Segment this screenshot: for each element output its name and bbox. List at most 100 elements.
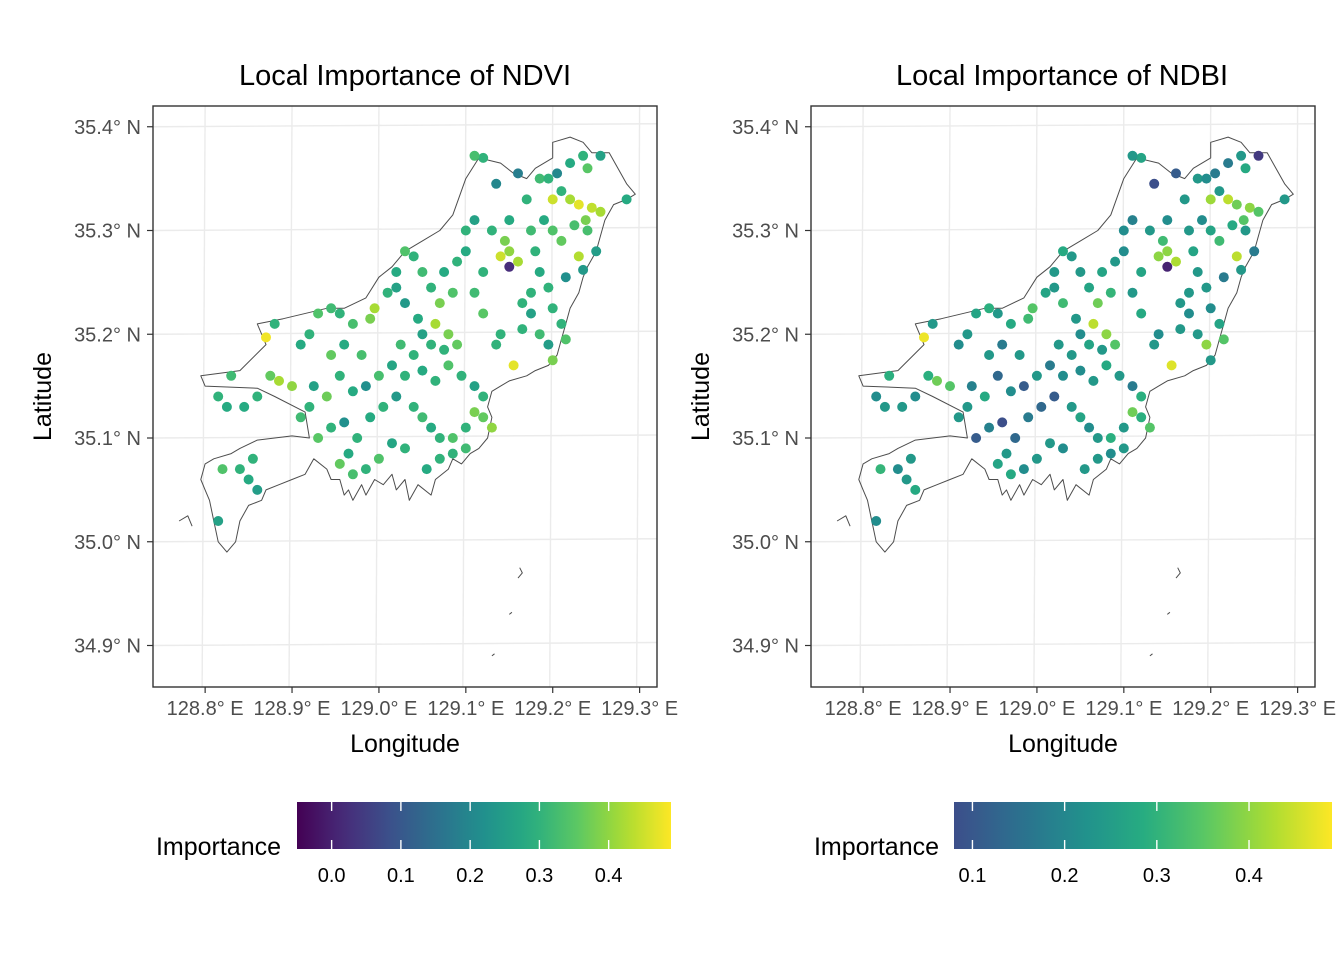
data-point (586, 202, 597, 213)
data-point (365, 313, 376, 324)
data-point (560, 272, 571, 283)
data-point (334, 370, 345, 381)
data-point (901, 474, 912, 485)
data-point (919, 332, 929, 343)
chart-title: Local Importance of NDVI (239, 60, 571, 92)
colorbar (954, 802, 1332, 849)
data-point (1058, 443, 1068, 454)
data-point (1097, 267, 1108, 277)
x-tick-label: 128.8° E (167, 698, 244, 720)
data-point (295, 339, 306, 350)
data-point (391, 391, 402, 402)
colorbar-tick-label: 0.4 (1235, 865, 1263, 887)
data-point (1005, 469, 1016, 480)
data-point (1118, 246, 1129, 257)
data-point (321, 391, 332, 402)
data-point (460, 225, 471, 236)
data-point (499, 235, 510, 246)
islet-outline (178, 515, 193, 527)
data-point (1101, 329, 1112, 340)
data-point (347, 469, 358, 480)
data-point (927, 318, 938, 329)
grid-line-x (1207, 105, 1212, 688)
data-point (1092, 453, 1103, 464)
data-point (1092, 298, 1103, 309)
data-point (992, 370, 1003, 381)
grid-line-y (810, 434, 1316, 439)
data-point (247, 453, 258, 464)
chart-title: Local Importance of NDBI (896, 60, 1228, 92)
data-point (556, 186, 567, 197)
data-point (1210, 168, 1221, 179)
data-point (971, 308, 982, 319)
data-point (1218, 334, 1229, 345)
data-point (217, 464, 228, 475)
data-point (1110, 256, 1121, 267)
data-point (1149, 178, 1160, 189)
grid-line-y (152, 123, 658, 128)
data-point (369, 303, 380, 314)
grid-line-x (549, 105, 554, 688)
data-point (426, 282, 437, 293)
data-point (1005, 386, 1016, 397)
data-point (252, 484, 263, 495)
colorbar-tick-label: 0.1 (387, 865, 415, 887)
data-point (1205, 303, 1216, 314)
chart-panel-1: 34.9° N 35.0° N 35.1° N 35.2° N 35.3° N 35.4°… (29, 60, 678, 887)
data-point (1118, 443, 1129, 454)
data-point (334, 458, 345, 469)
data-point (1136, 391, 1147, 402)
data-point (543, 339, 554, 350)
data-point (945, 381, 955, 392)
data-point (1084, 282, 1095, 293)
data-point (304, 329, 315, 340)
data-point (992, 458, 1003, 469)
data-point (1205, 194, 1216, 205)
grid-line-y (810, 538, 1316, 543)
islet-outline (491, 653, 495, 657)
colorbar-tick-label: 0.1 (959, 865, 987, 887)
data-point (1240, 225, 1251, 236)
data-point (580, 215, 591, 226)
data-point (447, 448, 458, 459)
data-point (495, 251, 506, 262)
data-point (569, 220, 580, 231)
data-point (1058, 246, 1068, 257)
data-point (1001, 448, 1012, 459)
data-point (269, 318, 280, 329)
data-point (1238, 215, 1249, 226)
data-point (875, 464, 886, 475)
x-tick-label: 128.8° E (825, 698, 902, 720)
colorbar-tick-label: 0.4 (595, 865, 623, 887)
data-point (1075, 412, 1086, 423)
data-point (408, 401, 419, 412)
data-point (400, 443, 410, 454)
data-point (469, 407, 480, 418)
data-point (582, 163, 593, 174)
data-point (460, 246, 471, 257)
data-point (308, 381, 319, 392)
data-point (443, 360, 454, 371)
grid-line-y (152, 226, 658, 232)
data-point (1066, 350, 1077, 360)
islet-outline (1166, 611, 1171, 615)
data-point (1127, 381, 1138, 392)
data-point (326, 350, 337, 360)
data-point (1236, 150, 1247, 161)
data-point (573, 199, 584, 210)
data-point (504, 215, 515, 226)
data-point (1010, 433, 1021, 443)
data-point (1058, 298, 1068, 309)
data-point (1236, 264, 1247, 275)
data-point (556, 318, 567, 329)
data-point (1075, 267, 1086, 277)
data-point (1084, 339, 1095, 350)
data-point (591, 246, 602, 257)
data-point (1018, 464, 1029, 475)
data-point (1118, 422, 1129, 433)
data-point (495, 329, 506, 340)
data-point (1184, 225, 1194, 236)
data-point (1157, 235, 1168, 246)
